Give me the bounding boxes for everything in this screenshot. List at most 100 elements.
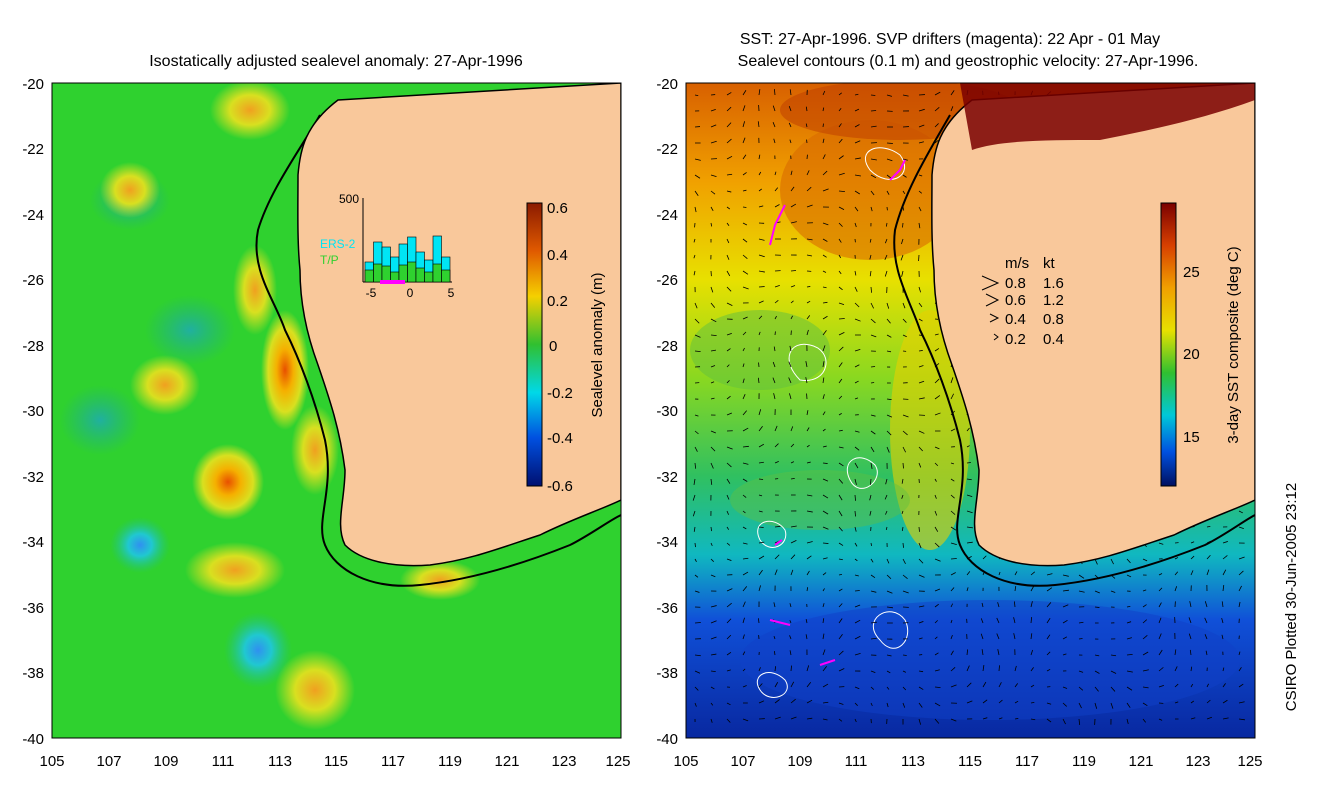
velocity-vector xyxy=(902,318,907,323)
left-y-tick: -40 xyxy=(22,731,44,748)
velocity-vector xyxy=(726,510,730,515)
velocity-vector xyxy=(884,270,888,277)
velocity-vector xyxy=(1030,667,1034,672)
velocity-vector xyxy=(1142,619,1148,624)
velocity-vector xyxy=(726,446,733,450)
velocity-vector xyxy=(838,494,843,501)
velocity-vector xyxy=(918,574,925,578)
inset-bar-tp xyxy=(424,271,434,283)
velocity-vector xyxy=(886,158,893,162)
velocity-vector xyxy=(886,702,889,708)
velocity-vector xyxy=(822,618,825,624)
velocity-vector xyxy=(838,478,844,484)
velocity-vector xyxy=(934,494,937,499)
velocity-vector xyxy=(854,652,861,656)
velocity-vector xyxy=(884,494,888,500)
velocity-vector xyxy=(790,443,795,448)
velocity-vector xyxy=(726,618,732,624)
velocity-vector xyxy=(934,669,940,672)
velocity-vector xyxy=(902,94,909,97)
velocity-vector xyxy=(790,315,793,320)
velocity-vector xyxy=(726,92,732,96)
velocity-vector xyxy=(758,409,762,416)
velocity-vector xyxy=(710,605,717,608)
velocity-vector xyxy=(869,270,872,277)
velocity-vector xyxy=(838,650,844,656)
velocity-vector xyxy=(870,190,875,196)
velocity-vector xyxy=(758,238,765,241)
velocity-vector xyxy=(1110,574,1116,579)
velocity-vector xyxy=(1222,569,1227,576)
right-y-tick: -24 xyxy=(656,207,678,224)
velocity-vector xyxy=(726,462,732,468)
velocity-vector xyxy=(838,668,845,672)
velocity-vector xyxy=(902,590,909,594)
velocity-vector xyxy=(950,572,956,576)
velocity-vector xyxy=(693,526,696,532)
velocity-vector xyxy=(870,574,876,579)
velocity-vector xyxy=(710,430,717,434)
velocity-vector xyxy=(1126,621,1132,624)
velocity-vector xyxy=(900,254,904,261)
velocity-vector xyxy=(694,446,698,452)
velocity-vector xyxy=(1030,617,1033,624)
velocity-vector xyxy=(902,206,905,211)
velocity-vector xyxy=(822,170,828,176)
velocity-vector xyxy=(710,636,717,640)
velocity-vector xyxy=(693,478,696,485)
velocity-vector xyxy=(1222,667,1225,672)
velocity-vector xyxy=(854,318,861,322)
velocity-vector xyxy=(742,238,748,243)
velocity-vector xyxy=(982,571,985,576)
velocity-vector xyxy=(742,137,746,144)
velocity-vector xyxy=(854,446,860,451)
velocity-vector xyxy=(790,203,797,208)
velocity-vector xyxy=(918,108,925,112)
left-y-tick: -34 xyxy=(22,534,44,551)
velocity-vector xyxy=(1062,636,1068,640)
velocity-vector xyxy=(886,558,890,564)
velocity-vector xyxy=(726,542,731,546)
velocity-vector xyxy=(886,606,893,609)
velocity-vector xyxy=(710,140,717,144)
velocity-vector xyxy=(774,443,779,448)
anomaly-blob xyxy=(400,560,480,600)
velocity-vector xyxy=(1046,718,1052,723)
velocity-vector xyxy=(710,574,716,578)
velocity-legend-ms: 0.6 xyxy=(1005,292,1026,309)
velocity-vector xyxy=(980,618,984,624)
velocity-vector xyxy=(838,362,843,368)
velocity-vector xyxy=(694,302,698,309)
right-colorbar-tick: 25 xyxy=(1183,264,1200,281)
velocity-vector xyxy=(838,702,844,705)
velocity-vector xyxy=(822,90,826,96)
velocity-vector xyxy=(901,478,904,484)
velocity-vector xyxy=(918,446,923,452)
velocity-vector xyxy=(838,222,843,227)
velocity-vector xyxy=(950,410,955,416)
velocity-vector xyxy=(998,682,1002,688)
velocity-vector xyxy=(902,686,907,691)
velocity-vector xyxy=(902,158,908,161)
velocity-vector xyxy=(789,89,792,96)
velocity-vector xyxy=(726,333,732,336)
velocity-vector xyxy=(934,333,939,336)
velocity-vector xyxy=(838,270,842,275)
velocity-vector xyxy=(806,555,812,560)
velocity-vector xyxy=(822,588,825,592)
velocity-vector xyxy=(758,461,764,464)
velocity-legend-header-ms: m/s xyxy=(1005,255,1029,272)
velocity-vector xyxy=(902,174,907,178)
velocity-vector xyxy=(742,526,747,530)
velocity-vector xyxy=(998,717,1003,720)
velocity-vector xyxy=(950,558,957,560)
velocity-vector xyxy=(806,410,809,416)
velocity-vector xyxy=(838,603,843,608)
velocity-vector xyxy=(1222,541,1228,544)
velocity-vector xyxy=(710,542,713,547)
velocity-vector xyxy=(694,702,697,707)
velocity-vector xyxy=(1174,666,1178,672)
velocity-vector xyxy=(757,377,760,384)
velocity-vector xyxy=(918,462,922,468)
anomaly-blob xyxy=(275,650,355,730)
